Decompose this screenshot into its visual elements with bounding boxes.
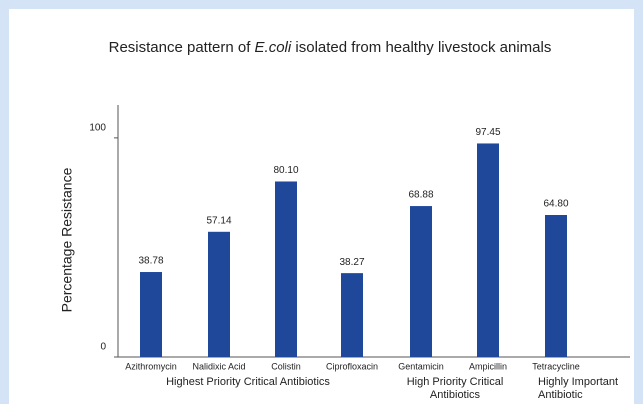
x-tick-label: Tetracycline — [532, 361, 580, 371]
group-label: Antibiotic — [538, 389, 583, 401]
bar — [208, 231, 230, 357]
value-label: 57.14 — [206, 215, 231, 226]
title-part: Resistance pattern of — [109, 39, 255, 56]
bar — [477, 143, 499, 357]
value-label: 80.10 — [273, 165, 298, 176]
bar — [140, 272, 162, 357]
x-tick-label: Azithromycin — [125, 361, 177, 371]
group-label: Highly Important — [538, 376, 618, 388]
value-label: 97.45 — [475, 127, 500, 138]
value-label: 38.78 — [138, 256, 163, 267]
title-part: isolated from healthy livestock animals — [291, 39, 551, 56]
bar — [545, 215, 567, 357]
chart-title: Resistance pattern of E.coli isolated fr… — [109, 39, 552, 56]
panel — [9, 9, 634, 404]
value-label: 64.80 — [543, 199, 568, 210]
value-label: 68.88 — [408, 190, 433, 201]
bar — [275, 181, 297, 357]
x-tick-label: Gentamicin — [398, 361, 444, 371]
y-axis-label: Percentage Resistance — [59, 167, 75, 312]
title-part: E.coli — [255, 39, 292, 56]
x-tick-label: Colistin — [271, 361, 301, 371]
x-tick-label: Nalidixic Acid — [192, 361, 245, 371]
y-tick-label: 0 — [100, 342, 106, 353]
value-label: 38.27 — [339, 257, 364, 268]
bar — [341, 273, 363, 357]
bar — [410, 206, 432, 357]
group-label: Antibiotics — [430, 389, 481, 401]
y-tick-label: 100 — [89, 123, 106, 134]
group-label: High Priority Critical — [407, 376, 504, 388]
x-tick-label: Ampicillin — [469, 361, 507, 371]
x-tick-label: Ciprofloxacin — [326, 361, 378, 371]
group-label: Highest Priority Critical Antibiotics — [166, 376, 330, 388]
